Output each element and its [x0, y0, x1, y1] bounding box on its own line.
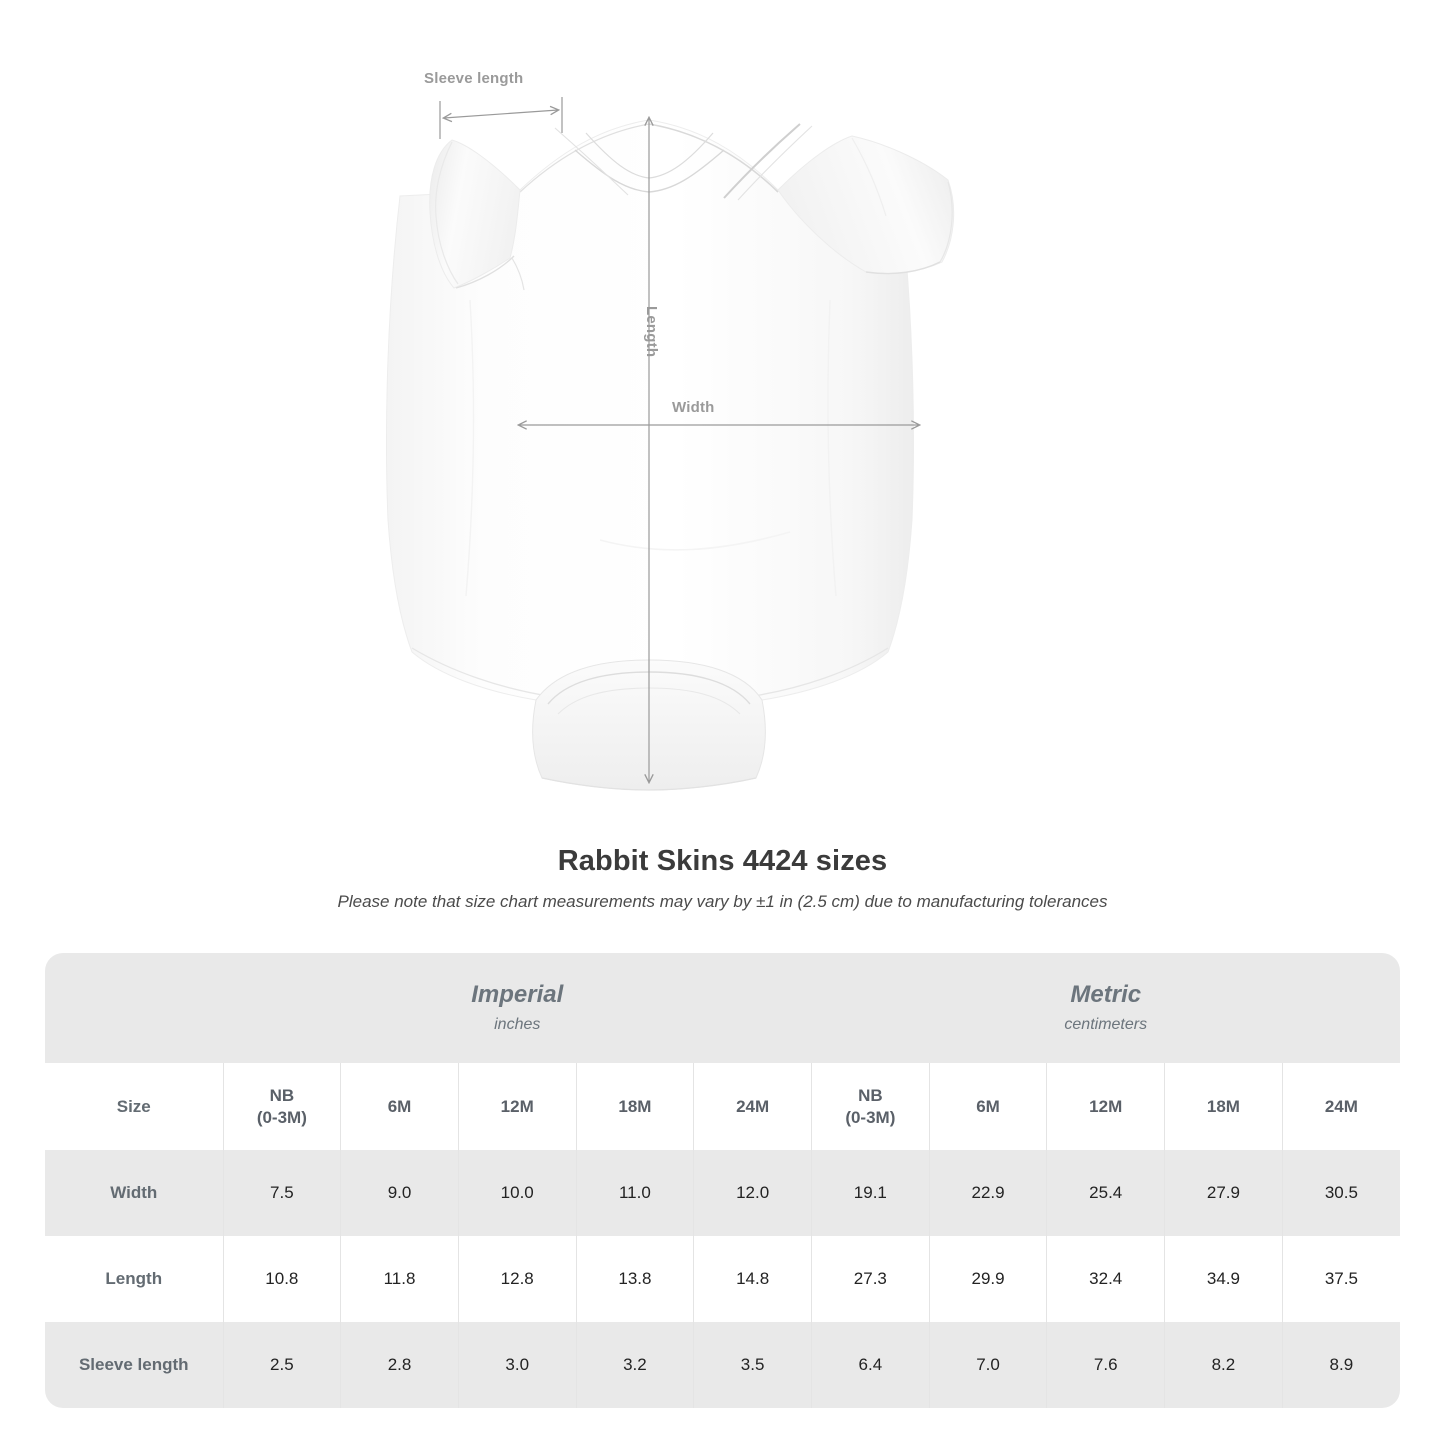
cell-width-6m-in: 9.0 — [340, 1150, 459, 1236]
size-header-18m-metric: 18M — [1164, 1063, 1283, 1150]
cell-length-24m-in: 14.8 — [693, 1236, 812, 1322]
title-block: Rabbit Skins 4424 sizes Please note that… — [0, 845, 1445, 912]
unit-group-imperial-sub: inches — [494, 1016, 541, 1034]
size-header-6m-metric: 6M — [928, 1063, 1048, 1150]
table-row: Width 7.5 9.0 10.0 11.0 12.0 19.1 22.9 2… — [45, 1150, 1400, 1236]
cell-sleeve-24m-in: 3.5 — [693, 1322, 812, 1408]
size-header-18m-imperial: 18M — [575, 1063, 695, 1150]
cell-sleeve-12m-cm: 7.6 — [1046, 1322, 1166, 1408]
size-header-nb-imperial: NB (0-3M) — [222, 1063, 342, 1150]
unit-band-spacer — [45, 953, 223, 1063]
size-header-label: Size — [45, 1063, 224, 1150]
cell-length-6m-cm: 29.9 — [928, 1236, 1048, 1322]
cell-sleeve-6m-in: 2.8 — [340, 1322, 459, 1408]
cell-sleeve-18m-in: 3.2 — [575, 1322, 695, 1408]
garment-illustration: Sleeve length Width Length — [386, 70, 955, 791]
row-label-length: Length — [45, 1236, 224, 1322]
left-sleeve — [429, 139, 525, 291]
width-label: Width — [672, 399, 715, 416]
size-header-nb-metric-line2: (0-3M) — [845, 1107, 896, 1127]
unit-group-metric: Metric centimeters — [811, 953, 1400, 1063]
unit-group-imperial: Imperial inches — [223, 953, 812, 1063]
page-title: Rabbit Skins 4424 sizes — [557, 845, 888, 877]
cell-sleeve-nb-cm: 6.4 — [811, 1322, 930, 1408]
cell-sleeve-24m-cm: 8.9 — [1281, 1322, 1400, 1408]
sleeve-length-label: Sleeve length — [424, 70, 524, 87]
cell-length-nb-cm: 27.3 — [811, 1236, 930, 1322]
size-header-12m-metric: 12M — [1046, 1063, 1166, 1150]
cell-width-24m-in: 12.0 — [693, 1150, 812, 1236]
cell-width-6m-cm: 22.9 — [928, 1150, 1048, 1236]
size-header-24m-imperial: 24M — [693, 1063, 812, 1150]
cell-width-24m-cm: 30.5 — [1281, 1150, 1400, 1236]
unit-group-metric-sub: centimeters — [1064, 1016, 1148, 1034]
cell-width-nb-cm: 19.1 — [811, 1150, 930, 1236]
cell-sleeve-6m-cm: 7.0 — [928, 1322, 1048, 1408]
row-label-width: Width — [45, 1150, 224, 1236]
size-chart-table: Imperial inches Metric centimeters Size … — [45, 953, 1400, 1408]
size-header-nb-line2: (0-3M) — [256, 1107, 307, 1127]
cell-sleeve-nb-in: 2.5 — [222, 1322, 342, 1408]
cell-length-12m-in: 12.8 — [457, 1236, 577, 1322]
size-header-24m-metric: 24M — [1281, 1063, 1400, 1150]
row-label-sleeve-length: Sleeve length — [45, 1322, 224, 1408]
cell-length-18m-cm: 34.9 — [1164, 1236, 1283, 1322]
cell-length-24m-cm: 37.5 — [1281, 1236, 1400, 1322]
bodysuit-diagram — [386, 97, 955, 791]
size-header-nb-metric: NB (0-3M) — [811, 1063, 930, 1150]
sleeve-dimension-line — [439, 97, 563, 139]
cell-width-12m-in: 10.0 — [457, 1150, 577, 1236]
unit-group-row: Imperial inches Metric centimeters — [45, 953, 1400, 1063]
size-header-nb-metric-line1: NB — [858, 1085, 883, 1105]
table-row: Sleeve length 2.5 2.8 3.0 3.2 3.5 6.4 7.… — [45, 1322, 1400, 1408]
unit-group-imperial-name: Imperial — [471, 980, 564, 1008]
cell-width-18m-in: 11.0 — [575, 1150, 695, 1236]
table-row: Length 10.8 11.8 12.8 13.8 14.8 27.3 29.… — [45, 1236, 1400, 1322]
unit-group-metric-name: Metric — [1070, 980, 1142, 1008]
cell-sleeve-12m-in: 3.0 — [457, 1322, 577, 1408]
size-chart-table-wrapper: Imperial inches Metric centimeters Size … — [45, 953, 1400, 1408]
size-header-row: Size NB (0-3M) 6M 12M 18M 24M NB (0-3M) … — [45, 1063, 1400, 1150]
cell-width-12m-cm: 25.4 — [1046, 1150, 1166, 1236]
size-header-6m-imperial: 6M — [340, 1063, 459, 1150]
length-label: Length — [643, 306, 660, 358]
cell-length-nb-in: 10.8 — [222, 1236, 342, 1322]
cell-sleeve-18m-cm: 8.2 — [1164, 1322, 1283, 1408]
cell-length-18m-in: 13.8 — [575, 1236, 695, 1322]
cell-length-12m-cm: 32.4 — [1046, 1236, 1166, 1322]
size-header-nb-line1: NB — [269, 1085, 295, 1105]
cell-length-6m-in: 11.8 — [340, 1236, 459, 1322]
size-header-12m-imperial: 12M — [457, 1063, 577, 1150]
tolerance-note: Please note that size chart measurements… — [337, 892, 1108, 911]
right-sleeve — [777, 135, 955, 275]
cell-width-18m-cm: 27.9 — [1164, 1150, 1283, 1236]
cell-width-nb-in: 7.5 — [222, 1150, 342, 1236]
